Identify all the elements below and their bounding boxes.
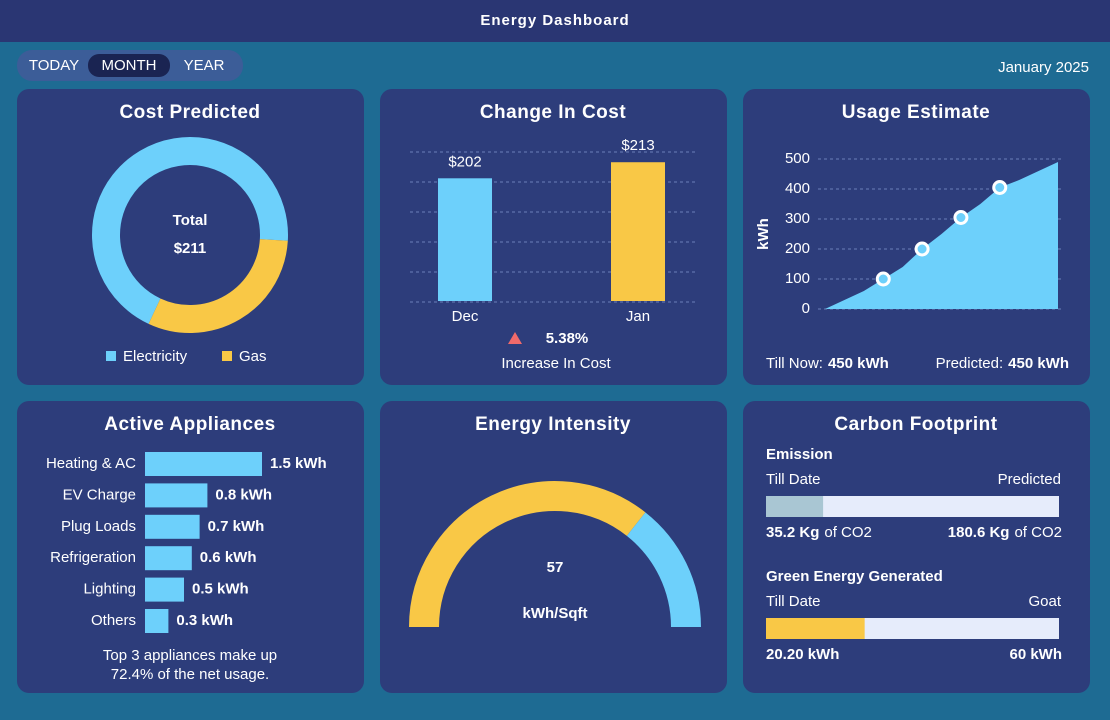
value: 20.20 kWh xyxy=(766,646,839,663)
category-label: Dec xyxy=(452,308,479,325)
progress-left-label: Till Date xyxy=(766,471,820,488)
bar xyxy=(145,514,200,539)
header-bar xyxy=(0,0,1110,42)
progress-left-label: Till Date xyxy=(766,593,820,610)
usage-marker xyxy=(992,180,1008,195)
usage-footer: Predicted: 450 kWh xyxy=(936,355,1069,372)
y-tick-label: 300 xyxy=(785,210,810,227)
usage-area xyxy=(825,162,1058,309)
date-label: January 2025 xyxy=(998,59,1089,76)
usage-marker xyxy=(875,271,891,287)
legend-label: Gas xyxy=(239,348,267,365)
tab[interactable]: YEAR xyxy=(184,57,225,74)
gauge-value-arc xyxy=(409,481,646,628)
progress-fill xyxy=(766,618,865,639)
page-title: Energy Dashboard xyxy=(480,12,629,29)
progress-track xyxy=(766,496,1059,517)
progress-right-label: Predicted xyxy=(998,471,1061,488)
appliance-label: EV Charge xyxy=(63,486,136,503)
value: 35.2 Kg xyxy=(766,524,819,541)
appliance-label: Refrigeration xyxy=(50,549,136,566)
panel xyxy=(380,401,727,693)
usage-marker xyxy=(914,241,930,257)
bar xyxy=(145,483,208,508)
panel xyxy=(17,89,364,385)
donut-center-label: Total xyxy=(173,212,208,229)
appliance-note: Top 3 appliances make up xyxy=(103,647,277,664)
appliance-label: Lighting xyxy=(83,581,136,598)
progress-left-value: 35.2 Kg of CO2 xyxy=(766,524,872,541)
bar-value-label: 1.5 kWh xyxy=(270,455,327,472)
panel-title: Active Appliances xyxy=(104,414,275,435)
y-tick-label: 400 xyxy=(785,180,810,197)
bar xyxy=(611,162,665,301)
y-tick-label: 500 xyxy=(785,150,810,167)
unit-suffix: of CO2 xyxy=(824,524,872,541)
y-axis-label: kWh xyxy=(755,218,772,250)
section-heading: Green Energy Generated xyxy=(766,568,943,585)
panel xyxy=(743,89,1090,385)
progress-right-value: 180.6 Kg of CO2 xyxy=(948,524,1062,541)
gauge-rest-arc xyxy=(626,512,701,628)
progress-right-label: Goat xyxy=(1028,593,1061,610)
value: 180.6 Kg xyxy=(948,524,1010,541)
up-arrow xyxy=(508,332,522,344)
bar-value-label: 0.6 kWh xyxy=(200,549,257,566)
progress-fill xyxy=(766,496,824,517)
footer-label: Predicted: xyxy=(936,355,1004,372)
bar-value-label: 0.7 kWh xyxy=(208,518,265,535)
gauge-value: 57 xyxy=(547,559,564,576)
progress-left-value: 20.20 kWh xyxy=(766,646,839,663)
y-tick-label: 100 xyxy=(785,270,810,287)
category-label: Jan xyxy=(626,308,650,325)
unit-suffix: of CO2 xyxy=(1014,524,1062,541)
donut-segment xyxy=(148,238,288,333)
value: 60 kWh xyxy=(1009,646,1062,663)
donut-total: $211 xyxy=(174,240,207,257)
legend-swatch xyxy=(222,351,232,361)
tab-selected xyxy=(88,54,170,77)
appliance-note: 72.4% of the net usage. xyxy=(111,666,269,683)
footer-value: 450 kWh xyxy=(1008,355,1069,372)
bar-value-label: 0.3 kWh xyxy=(176,612,233,629)
y-tick-label: 200 xyxy=(785,240,810,257)
bar-value-label: $213 xyxy=(621,137,654,154)
bar xyxy=(145,577,184,602)
bar xyxy=(145,452,262,476)
usage-marker xyxy=(953,210,969,225)
legend-swatch xyxy=(106,351,116,361)
appliance-label: Heating & AC xyxy=(46,455,136,472)
legend-label: Electricity xyxy=(123,348,188,365)
change-value: 5.38% xyxy=(546,330,589,347)
footer-value: 450 kWh xyxy=(828,355,889,372)
change-label: Increase In Cost xyxy=(501,355,611,372)
panel-title: Change In Cost xyxy=(480,102,627,123)
panel-title: Usage Estimate xyxy=(842,102,991,123)
bar xyxy=(145,609,169,633)
panel-title: Cost Predicted xyxy=(119,102,260,123)
gauge-unit: kWh/Sqft xyxy=(523,605,588,622)
panel-title: Carbon Footprint xyxy=(834,414,997,435)
panel-title: Energy Intensity xyxy=(475,414,631,435)
appliance-label: Others xyxy=(91,612,136,629)
tab[interactable]: MONTH xyxy=(102,57,157,74)
bar-value-label: 0.5 kWh xyxy=(192,581,249,598)
progress-right-value: 60 kWh xyxy=(1009,646,1062,663)
bar-value-label: $202 xyxy=(448,153,481,170)
usage-footer: Till Now: 450 kWh xyxy=(766,355,889,372)
appliance-label: Plug Loads xyxy=(61,518,136,535)
donut-segment xyxy=(92,137,288,324)
y-tick-label: 0 xyxy=(802,300,810,317)
footer-label: Till Now: xyxy=(766,355,823,372)
section-heading: Emission xyxy=(766,446,833,463)
tab[interactable]: TODAY xyxy=(29,57,79,74)
bar xyxy=(438,178,492,301)
bar xyxy=(145,546,192,571)
bar-value-label: 0.8 kWh xyxy=(215,486,272,503)
